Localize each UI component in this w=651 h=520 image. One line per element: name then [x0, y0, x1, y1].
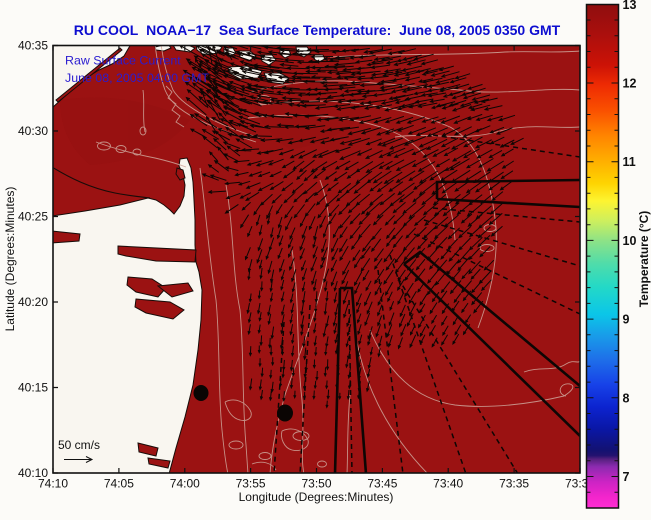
svg-text:73:55: 73:55 — [236, 477, 266, 491]
svg-text:74:10: 74:10 — [38, 477, 68, 491]
svg-text:73:50: 73:50 — [301, 477, 331, 491]
svg-text:Longitude (Degrees:Minutes): Longitude (Degrees:Minutes) — [239, 490, 394, 504]
svg-text:Raw Surface Current: Raw Surface Current — [65, 54, 181, 68]
svg-text:74:00: 74:00 — [170, 477, 200, 491]
svg-text:9: 9 — [623, 313, 630, 327]
svg-text:50 cm/s: 50 cm/s — [58, 438, 100, 452]
svg-text:RU COOL NOAA−17 Sea Surface: RU COOL NOAA−17 Sea Surface Temperature:… — [74, 22, 561, 38]
svg-text:7: 7 — [623, 470, 630, 484]
svg-text:12: 12 — [623, 77, 637, 91]
svg-text:40:15: 40:15 — [18, 381, 48, 395]
svg-text:73:40: 73:40 — [433, 477, 463, 491]
svg-text:73:45: 73:45 — [367, 477, 397, 491]
svg-text:40:10: 40:10 — [18, 466, 48, 480]
svg-text:40:35: 40:35 — [18, 39, 48, 53]
svg-text:40:20: 40:20 — [18, 295, 48, 309]
svg-text:74:05: 74:05 — [104, 477, 134, 491]
svg-text:11: 11 — [623, 155, 636, 169]
svg-text:13: 13 — [623, 0, 637, 12]
svg-text:10: 10 — [623, 234, 637, 248]
svg-text:Latitude (Degrees:Minutes): Latitude (Degrees:Minutes) — [3, 187, 17, 332]
svg-text:73:35: 73:35 — [499, 477, 529, 491]
svg-text:Temperature (°C): Temperature (°C) — [637, 211, 651, 308]
svg-text:40:30: 40:30 — [18, 124, 48, 138]
svg-text:June 08, 2005 04:00 GMT: June 08, 2005 04:00 GMT — [65, 71, 209, 85]
svg-text:40:25: 40:25 — [18, 210, 48, 224]
svg-text:8: 8 — [623, 391, 630, 405]
